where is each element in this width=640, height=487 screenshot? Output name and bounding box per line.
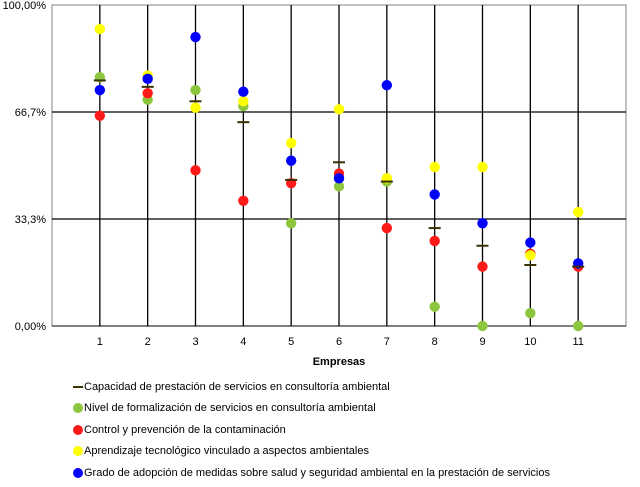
scatter-point xyxy=(572,206,584,218)
scatter-point xyxy=(477,320,488,332)
scatter-point xyxy=(190,31,201,43)
x-axis-ticks: 1 2 3 4 5 6 7 8 9 10 11 xyxy=(97,336,584,348)
y-tick-label: 100,00% xyxy=(3,0,47,12)
x-axis-label: Empresas xyxy=(313,356,366,368)
legend-label: Nivel de formalización de servicios en c… xyxy=(84,402,376,415)
scatter-point xyxy=(190,102,201,113)
x-tick-label: 5 xyxy=(288,336,294,348)
scatter-point xyxy=(572,320,584,332)
scatter-point xyxy=(381,80,393,91)
x-tick-label: 1 xyxy=(97,336,103,348)
scatter-point xyxy=(525,237,536,248)
legend-label: Control y prevención de la contaminación xyxy=(84,423,286,436)
x-tick-label: 9 xyxy=(479,336,485,348)
legend-marker xyxy=(73,386,83,388)
scatter-point xyxy=(525,250,536,261)
x-tick-label: 3 xyxy=(192,336,198,348)
scatter-point xyxy=(429,161,440,173)
scatter-point xyxy=(285,218,297,229)
scatter-point xyxy=(333,104,345,115)
y-tick-label: 66,7% xyxy=(15,107,46,119)
scatter-point xyxy=(238,96,249,107)
legend: Capacidad de prestación de servicios en … xyxy=(72,380,632,487)
scatter-point xyxy=(429,235,440,247)
legend-marker xyxy=(73,446,83,457)
x-tick-label: 7 xyxy=(384,336,390,348)
scatter-point xyxy=(429,301,440,312)
legend-entry: Grado de adopción de medidas sobre salud… xyxy=(72,466,632,487)
x-tick-label: 4 xyxy=(240,336,246,348)
scatter-point xyxy=(238,195,249,207)
legend-label: Aprendizaje tecnológico vinculado a aspe… xyxy=(84,445,369,458)
scatter-point xyxy=(333,181,345,192)
x-tick-label: 6 xyxy=(336,336,342,348)
scatter-point xyxy=(94,23,106,35)
legend-entry: Nivel de formalización de servicios en c… xyxy=(72,401,632,422)
scatter-point xyxy=(190,84,201,96)
scatter-point xyxy=(285,137,297,149)
scatter-point xyxy=(477,261,488,272)
scatter-point xyxy=(142,73,153,85)
scatter-point xyxy=(238,86,249,97)
data-points xyxy=(93,23,585,332)
scatter-point xyxy=(429,189,440,200)
scatter-point xyxy=(477,161,488,173)
scatter-point xyxy=(333,173,345,184)
legend-marker xyxy=(73,467,83,478)
x-tick-label: 8 xyxy=(432,336,438,348)
scatter-point xyxy=(477,218,488,229)
legend-entry: Aprendizaje tecnológico vinculado a aspe… xyxy=(72,444,632,465)
grid-lines xyxy=(51,4,627,327)
legend-entry: Capacidad de prestación de servicios en … xyxy=(72,380,632,401)
legend-label: Capacidad de prestación de servicios en … xyxy=(84,381,390,393)
scatter-point xyxy=(285,155,297,166)
legend-label: Grado de adopción de medidas sobre salud… xyxy=(84,466,550,479)
scatter-point xyxy=(381,222,393,234)
scatter-point xyxy=(190,165,201,176)
legend-marker xyxy=(73,424,83,435)
legend-marker xyxy=(73,403,83,414)
scatter-point xyxy=(94,84,106,96)
x-tick-label: 11 xyxy=(572,336,583,348)
scatter-point xyxy=(94,110,106,121)
y-axis-ticks: 0,00% 33,3% 66,7% 100,00% xyxy=(3,0,47,333)
y-tick-label: 0,00% xyxy=(15,321,46,333)
x-tick-label: 10 xyxy=(524,336,536,348)
scatter-point xyxy=(525,307,536,319)
legend-entry: Control y prevención de la contaminación xyxy=(72,423,632,444)
y-tick-label: 33,3% xyxy=(15,214,46,226)
scatter-point xyxy=(142,88,153,99)
x-tick-label: 2 xyxy=(145,336,151,348)
